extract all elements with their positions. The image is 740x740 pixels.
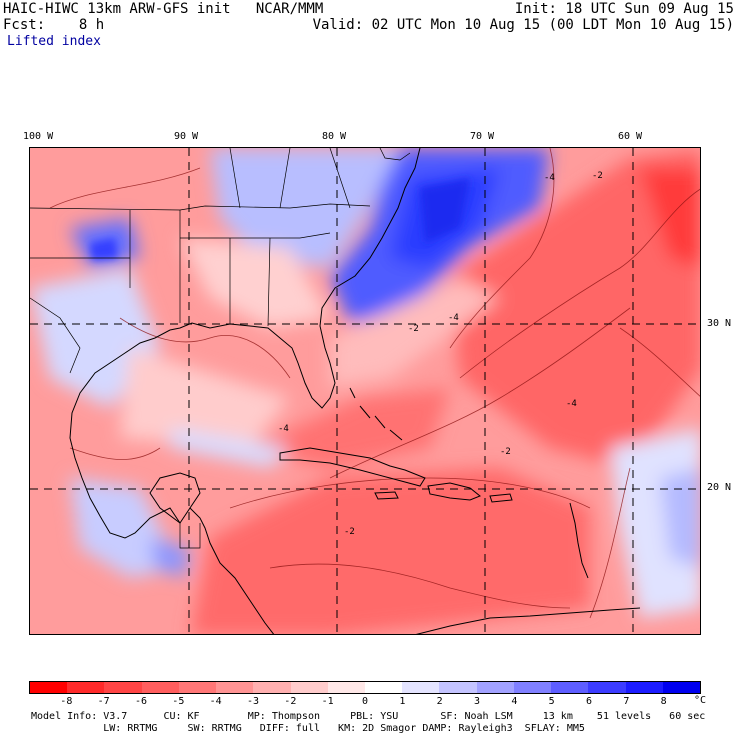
colorbar-tick-label: 7 [623,696,630,707]
colorbar-tick-label: -4 [209,696,222,707]
colorbar-swatch [551,682,589,693]
contour-lines [49,148,700,619]
lon-label-70w: 70 W [470,131,495,142]
colorbar-swatch [67,682,105,693]
colorbar-tick-label: 5 [548,696,555,707]
colorbar-tick-label: 8 [660,696,667,707]
lifted-index-map: -4 -2 -2 -4 -2 -4 -4 -2 [29,147,701,635]
colorbar-swatch [178,682,217,693]
lat-label-30n: 30 N [707,318,732,329]
colorbar-tick-label: -5 [172,696,185,707]
field-name: Lifted index [7,34,101,49]
colorbar-tick-label: 2 [436,696,443,707]
colorbar-swatch [141,682,179,693]
contour-value-labels: -4 -2 -2 -4 -2 -4 -4 -2 [278,171,603,537]
colorbar-swatch [104,682,142,693]
graticule [30,148,700,634]
colorbar-swatch [253,682,291,693]
forecast-hour: Fcst: 8 h [3,17,105,33]
colorbar-tick-label: -8 [60,696,73,707]
model-title: HAIC-HIWC 13km ARW-GFS init NCAR/MMM [3,1,324,17]
colorbar-swatch [588,682,626,693]
colorbar-tick-label: -3 [246,696,260,707]
colorbar-tick-label: 1 [399,696,406,707]
colorbar-swatch [513,682,552,693]
colorbar-tick-label: 4 [511,696,518,707]
contour-label: -4 [544,173,555,183]
model-info-line2: LW: RRTMG SW: RRTMG DIFF: full KM: 2D Sm… [31,723,585,734]
contour-label: -4 [278,424,289,434]
colorbar-swatch [662,682,700,693]
lon-label-80w: 80 W [322,131,347,142]
lon-label-90w: 90 W [174,131,199,142]
colorbar-swatch [439,682,477,693]
colorbar-swatch [476,682,514,693]
colorbar-unit: °C [694,695,707,706]
colorbar-tick-label: 3 [473,696,481,707]
contour-label: -2 [344,527,355,537]
colorbar-swatch [364,682,403,693]
colorbar-swatch [216,682,254,693]
contour-label: -4 [566,399,577,409]
contour-label: -2 [408,324,419,334]
colorbar-swatch [30,682,68,693]
coastlines [30,148,641,634]
contour-label: -4 [448,313,459,323]
colorbar-tick-label: -6 [134,696,148,707]
lat-label-20n: 20 N [707,482,732,493]
colorbar-tick-label: 6 [585,696,593,707]
model-info-line1: Model Info: V3.7 CU: KF MP: Thompson PBL… [31,711,706,722]
colorbar-swatch [290,682,328,693]
lon-label-60w: 60 W [618,131,643,142]
init-time: Init: 18 UTC Sun 09 Aug 15 [514,1,734,17]
colorbar-tick-label: 0 [361,696,369,707]
contour-label: -2 [592,171,603,181]
colorbar-tick-label: -7 [97,696,110,707]
colorbar-tick-label: -1 [321,696,334,707]
lon-label-100w: 100 W [23,131,54,142]
colorbar [29,681,701,694]
contour-label: -2 [500,447,511,457]
colorbar-swatch [625,682,663,693]
colorbar-swatch [402,682,440,693]
colorbar-tick-label: -2 [284,696,297,707]
colorbar-swatch [327,682,365,693]
valid-time: Valid: 02 UTC Mon 10 Aug 15 (00 LDT Mon … [312,17,734,33]
